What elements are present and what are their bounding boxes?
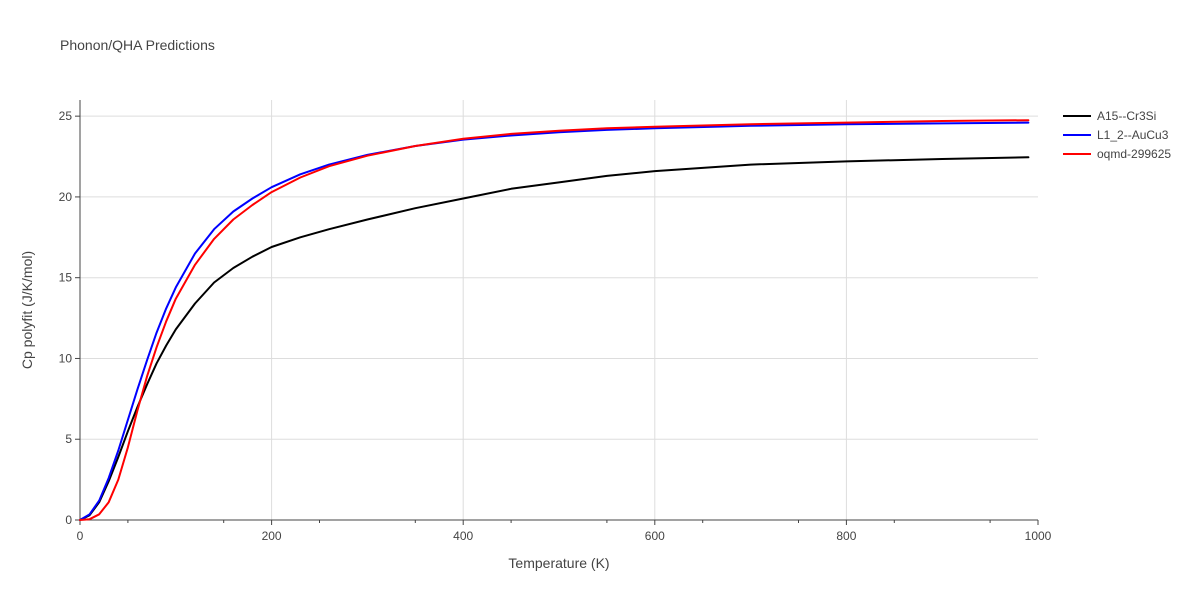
x-axis-title: Temperature (K) [508,555,609,571]
x-tick-label: 800 [836,529,856,543]
legend-label: L1_2--AuCu3 [1097,128,1169,142]
x-tick-label: 200 [262,529,282,543]
series-line-0 [79,156,1030,521]
x-tick-label: 1000 [1025,529,1052,543]
legend: A15--Cr3Si L1_2--AuCu3 oqmd-299625 [1063,109,1171,161]
y-tick-label: 5 [65,432,72,446]
y-tick-label: 25 [59,109,73,123]
y-tick-label: 15 [59,271,73,285]
series-line-1 [79,121,1030,521]
grid-layer [80,100,1038,520]
y-axis-title: Cp polyfit (J/K/mol) [19,251,35,369]
series-layer [79,119,1030,521]
y-tick-label: 10 [59,351,73,365]
y-tick-label: 20 [59,190,73,204]
chart-title: Phonon/QHA Predictions [60,37,215,53]
x-tick-label: 600 [645,529,665,543]
x-tick-label: 0 [77,529,84,543]
legend-label: A15--Cr3Si [1097,109,1156,123]
x-tick-label: 400 [453,529,473,543]
y-tick-label: 0 [65,513,72,527]
axes-layer: 0 5 10 15 20 25 0 200 400 600 800 1000 [59,100,1052,543]
legend-label: oqmd-299625 [1097,147,1171,161]
series-line-2 [79,119,1030,521]
